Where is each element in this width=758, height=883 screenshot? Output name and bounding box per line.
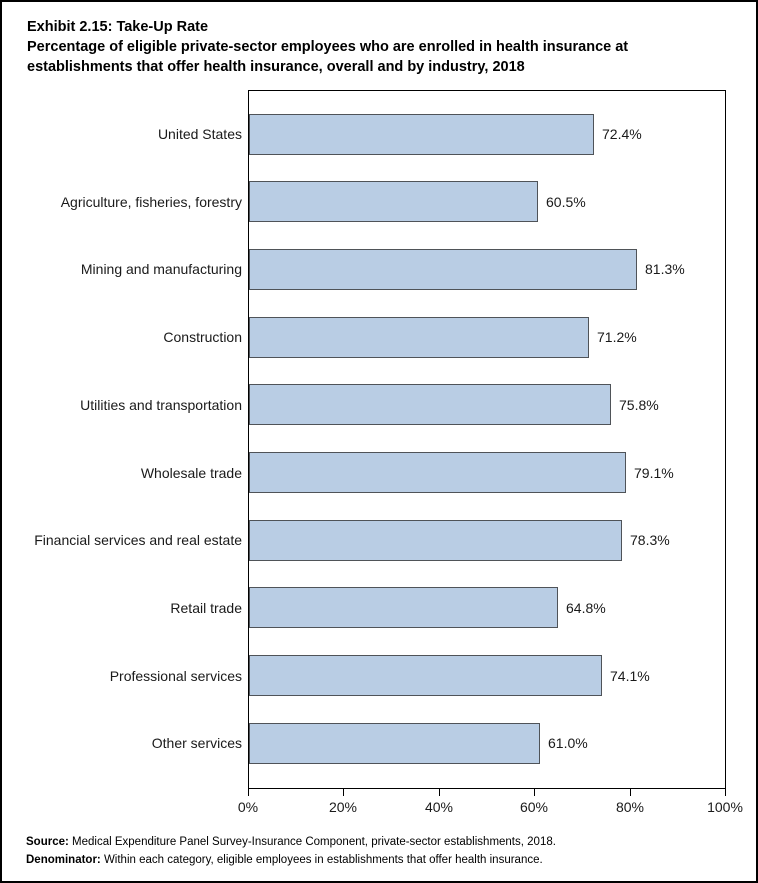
denominator-label: Denominator: [26, 854, 101, 866]
bar-utilities-and-transportation [249, 384, 611, 425]
x-axis-tick-label-80: 80% [615, 799, 645, 815]
value-label-agriculture-fisheries-forestry: 60.5% [546, 193, 586, 210]
category-label-wholesale-trade: Wholesale trade [140, 464, 242, 481]
category-label-agriculture-fisheries-forestry: Agriculture, fisheries, forestry [60, 193, 242, 210]
source-label: Source: [26, 836, 69, 848]
x-axis-tick-80 [630, 789, 631, 796]
value-label-construction: 71.2% [597, 329, 637, 346]
chart-subtitle-line1: Percentage of eligible private-sector em… [27, 39, 629, 55]
category-label-mining-and-manufacturing: Mining and manufacturing [80, 261, 242, 278]
value-label-professional-services: 74.1% [610, 667, 650, 684]
chart-footnotes: Source: Medical Expenditure Panel Survey… [26, 833, 556, 869]
x-axis-tick-label-0: 0% [237, 799, 259, 815]
value-label-wholesale-trade: 79.1% [634, 464, 674, 481]
category-label-financial-services-and-real-estate: Financial services and real estate [34, 532, 242, 549]
bar-financial-services-and-real-estate [249, 520, 622, 561]
category-label-other-services: Other services [151, 735, 242, 752]
x-axis-tick-100 [725, 789, 726, 796]
x-axis-tick-60 [534, 789, 535, 796]
chart-subtitle-line2: establishments that offer health insuran… [27, 59, 525, 75]
value-label-utilities-and-transportation: 75.8% [619, 396, 659, 413]
value-label-other-services: 61.0% [548, 735, 588, 752]
chart-header: Exhibit 2.15: Take-Up Rate Percentage of… [27, 17, 628, 77]
value-label-retail-trade: 64.8% [566, 599, 606, 616]
x-axis-tick-label-100: 100% [707, 799, 743, 815]
bar-other-services [249, 723, 540, 764]
x-axis-tick-label-20: 20% [328, 799, 358, 815]
bar-united-states [249, 114, 594, 155]
value-label-mining-and-manufacturing: 81.3% [645, 261, 685, 278]
bar-construction [249, 317, 589, 358]
bar-agriculture-fisheries-forestry [249, 181, 538, 222]
category-label-construction: Construction [163, 329, 242, 346]
bar-professional-services [249, 655, 602, 696]
category-label-retail-trade: Retail trade [170, 599, 242, 616]
x-axis-tick-0 [248, 789, 249, 796]
x-axis-tick-label-40: 40% [424, 799, 454, 815]
denominator-note: Denominator: Within each category, eligi… [26, 851, 556, 869]
source-text: Medical Expenditure Panel Survey-Insuran… [72, 836, 556, 848]
bar-wholesale-trade [249, 452, 626, 493]
category-label-united-states: United States [157, 126, 242, 142]
x-axis-tick-20 [343, 789, 344, 796]
source-note: Source: Medical Expenditure Panel Survey… [26, 833, 556, 851]
bar-mining-and-manufacturing [249, 249, 637, 290]
x-axis-tick-label-60: 60% [519, 799, 549, 815]
exhibit-title: Exhibit 2.15: Take-Up Rate [27, 19, 209, 35]
value-label-united-states: 72.4% [602, 126, 642, 142]
category-label-utilities-and-transportation: Utilities and transportation [80, 396, 242, 413]
x-axis-tick-40 [439, 789, 440, 796]
value-label-financial-services-and-real-estate: 78.3% [630, 532, 670, 549]
category-label-professional-services: Professional services [109, 667, 242, 684]
bar-retail-trade [249, 587, 558, 628]
denominator-text: Within each category, eligible employees… [103, 854, 543, 866]
